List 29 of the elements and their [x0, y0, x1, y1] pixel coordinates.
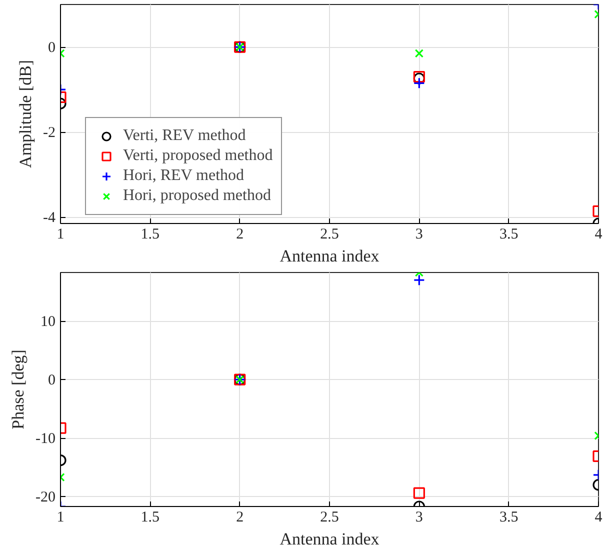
x-tick-label: 1.5 [140, 510, 160, 526]
x-tick-label: 3 [415, 226, 423, 242]
x-tick-label: 2 [236, 510, 244, 526]
x-tick-label: 3.5 [499, 510, 518, 526]
y-axis-title: Phase [deg] [8, 350, 28, 430]
y-tick-label: 0 [48, 372, 56, 389]
y-tick-label: 0 [48, 40, 56, 56]
y-tick-label: -20 [36, 490, 56, 506]
y-tick-label: -10 [36, 431, 56, 448]
y-axis-title: Amplitude [dB] [16, 60, 36, 168]
legend-label: Verti, REV method [123, 127, 246, 145]
x-tick-label: 3.5 [499, 226, 518, 242]
x-tick-label: 2.5 [320, 226, 339, 242]
x-axis-title: Antenna index [280, 246, 380, 266]
legend-label: Verti, proposed method [123, 147, 273, 165]
legend-label: Hori, REV method [123, 167, 244, 185]
x-tick-label: 4 [594, 226, 603, 242]
x-tick-label: 2.5 [320, 510, 339, 526]
y-tick-label: 10 [40, 314, 56, 330]
x-axis-title: Antenna index [280, 530, 380, 548]
y-tick-label: -2 [43, 125, 56, 142]
x-tick-label: 1.5 [140, 226, 160, 242]
x-tick-label: 1 [56, 510, 64, 526]
legend-label: Hori, proposed method [123, 187, 271, 205]
x-tick-label: 2 [236, 226, 244, 242]
x-tick-label: 1 [56, 226, 64, 242]
x-tick-label: 3 [415, 510, 423, 526]
y-tick-label: -4 [43, 210, 56, 226]
x-tick-label: 4 [594, 510, 603, 526]
